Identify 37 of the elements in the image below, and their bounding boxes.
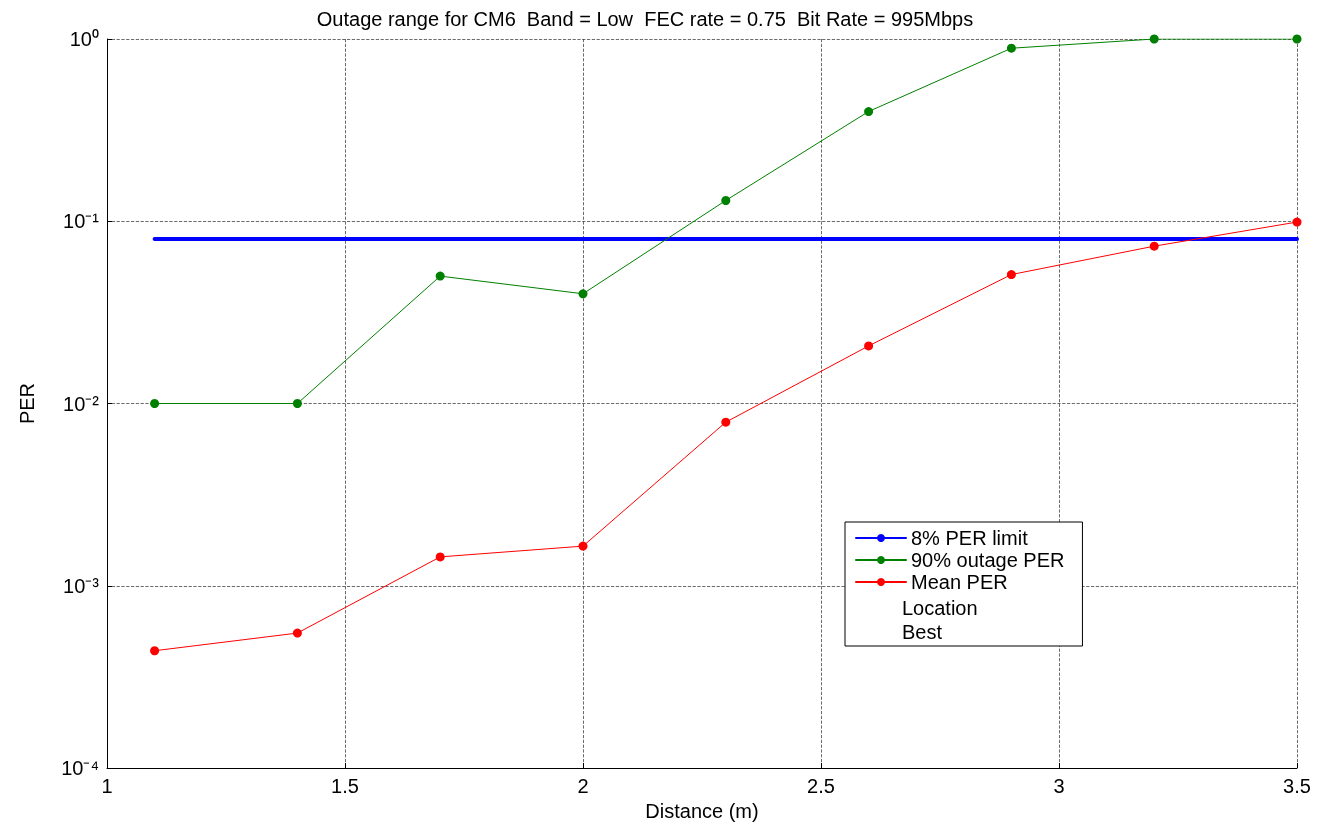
y-tick-label: 10⁻¹ — [63, 210, 100, 233]
point — [721, 195, 731, 205]
y-axis-title: PER — [16, 382, 38, 425]
y-tick-label: 10⁰ — [69, 28, 99, 50]
x-tick-label: 1.5 — [331, 775, 359, 797]
point — [578, 289, 588, 299]
point — [150, 399, 160, 408]
x-tick-label: 1 — [101, 775, 113, 797]
point — [1292, 34, 1302, 44]
x-tick-label: 3.5 — [1283, 775, 1311, 797]
x-tick-label: 3 — [1053, 775, 1065, 797]
point — [578, 541, 588, 551]
legend-label: Mean PER — [911, 571, 1008, 593]
point — [1006, 270, 1016, 280]
point — [1149, 34, 1159, 44]
point — [1292, 217, 1302, 227]
point — [292, 628, 302, 638]
point — [864, 341, 874, 351]
point — [721, 417, 731, 427]
y-tick-label: 10⁻³ — [63, 574, 100, 597]
annotation: Best — [902, 621, 943, 643]
point — [435, 271, 445, 281]
point — [435, 552, 445, 562]
point — [150, 646, 160, 656]
legend-label: 90% outage PER — [911, 549, 1065, 571]
point — [292, 399, 302, 408]
annotation: Location — [902, 597, 978, 619]
point — [864, 107, 874, 117]
point — [1006, 43, 1016, 53]
x-axis-title: Distance (m) — [645, 799, 759, 822]
x-tick-label: 2.5 — [807, 775, 835, 797]
x-tick-label: 2 — [577, 775, 589, 797]
chart-title: Outage range for CM6 Band = Low FEC rate = 0.75 Bit Rate = 995Mbps — [316, 8, 974, 30]
point — [1149, 241, 1159, 251]
y-tick-label: 10⁻⁴ — [61, 757, 99, 779]
y-tick-label: 10⁻² — [63, 392, 100, 415]
legend-label: 8% PER limit — [911, 527, 1029, 549]
